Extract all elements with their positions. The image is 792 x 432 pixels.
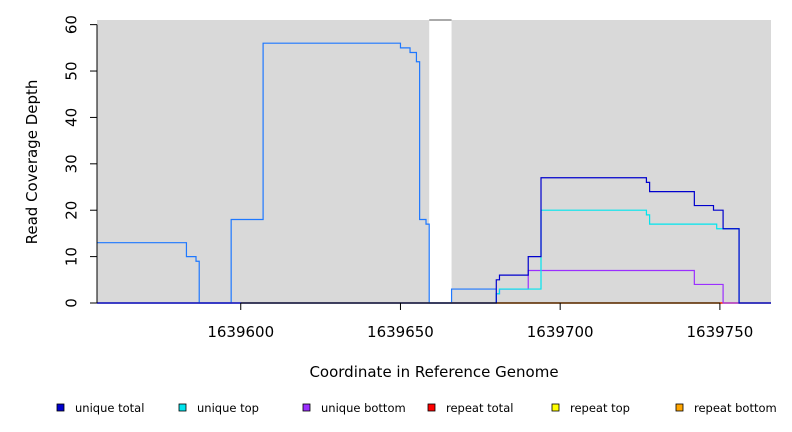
legend-swatch-unique-top xyxy=(178,403,187,412)
legend-swatch-unique-total xyxy=(56,403,65,412)
x-tick-label: 1639700 xyxy=(527,323,594,341)
plot-area xyxy=(97,19,771,304)
legend-label-repeat-bottom: repeat bottom xyxy=(694,401,777,415)
y-tick-label: 60 xyxy=(62,15,80,34)
y-tick-label: 30 xyxy=(62,154,80,173)
y-tick-label: 40 xyxy=(62,108,80,127)
legend-label-unique-top: unique top xyxy=(197,401,259,415)
y-tick-label: 20 xyxy=(62,201,80,220)
x-tick-label: 1639600 xyxy=(207,323,274,341)
y-axis: 0 10 20 30 40 50 60 xyxy=(62,15,98,308)
legend-swatch-unique-bottom xyxy=(302,403,311,412)
x-axis-title: Coordinate in Reference Genome xyxy=(309,363,558,381)
y-tick-label: 10 xyxy=(62,247,80,266)
y-tick-label: 50 xyxy=(62,61,80,80)
series-line-unique-total xyxy=(97,177,771,304)
y-tick-label: 0 xyxy=(62,298,80,308)
gap-region xyxy=(429,19,452,303)
legend-swatch-repeat-bottom xyxy=(675,403,684,412)
x-axis: 1639600 1639650 1639700 1639750 xyxy=(207,302,753,341)
series-line-6 xyxy=(97,42,497,304)
legend-label-unique-total: unique total xyxy=(75,401,144,415)
legend: unique total unique top unique bottom repea… xyxy=(56,401,777,415)
legend-swatch-repeat-top xyxy=(551,403,560,412)
legend-label-repeat-top: repeat top xyxy=(570,401,630,415)
x-tick-label: 1639650 xyxy=(367,323,434,341)
legend-label-repeat-total: repeat total xyxy=(446,401,513,415)
x-tick-label: 1639750 xyxy=(686,323,753,341)
legend-label-unique-bottom: unique bottom xyxy=(321,401,406,415)
legend-swatch-repeat-total xyxy=(427,403,436,412)
y-axis-title: Read Coverage Depth xyxy=(23,80,41,245)
